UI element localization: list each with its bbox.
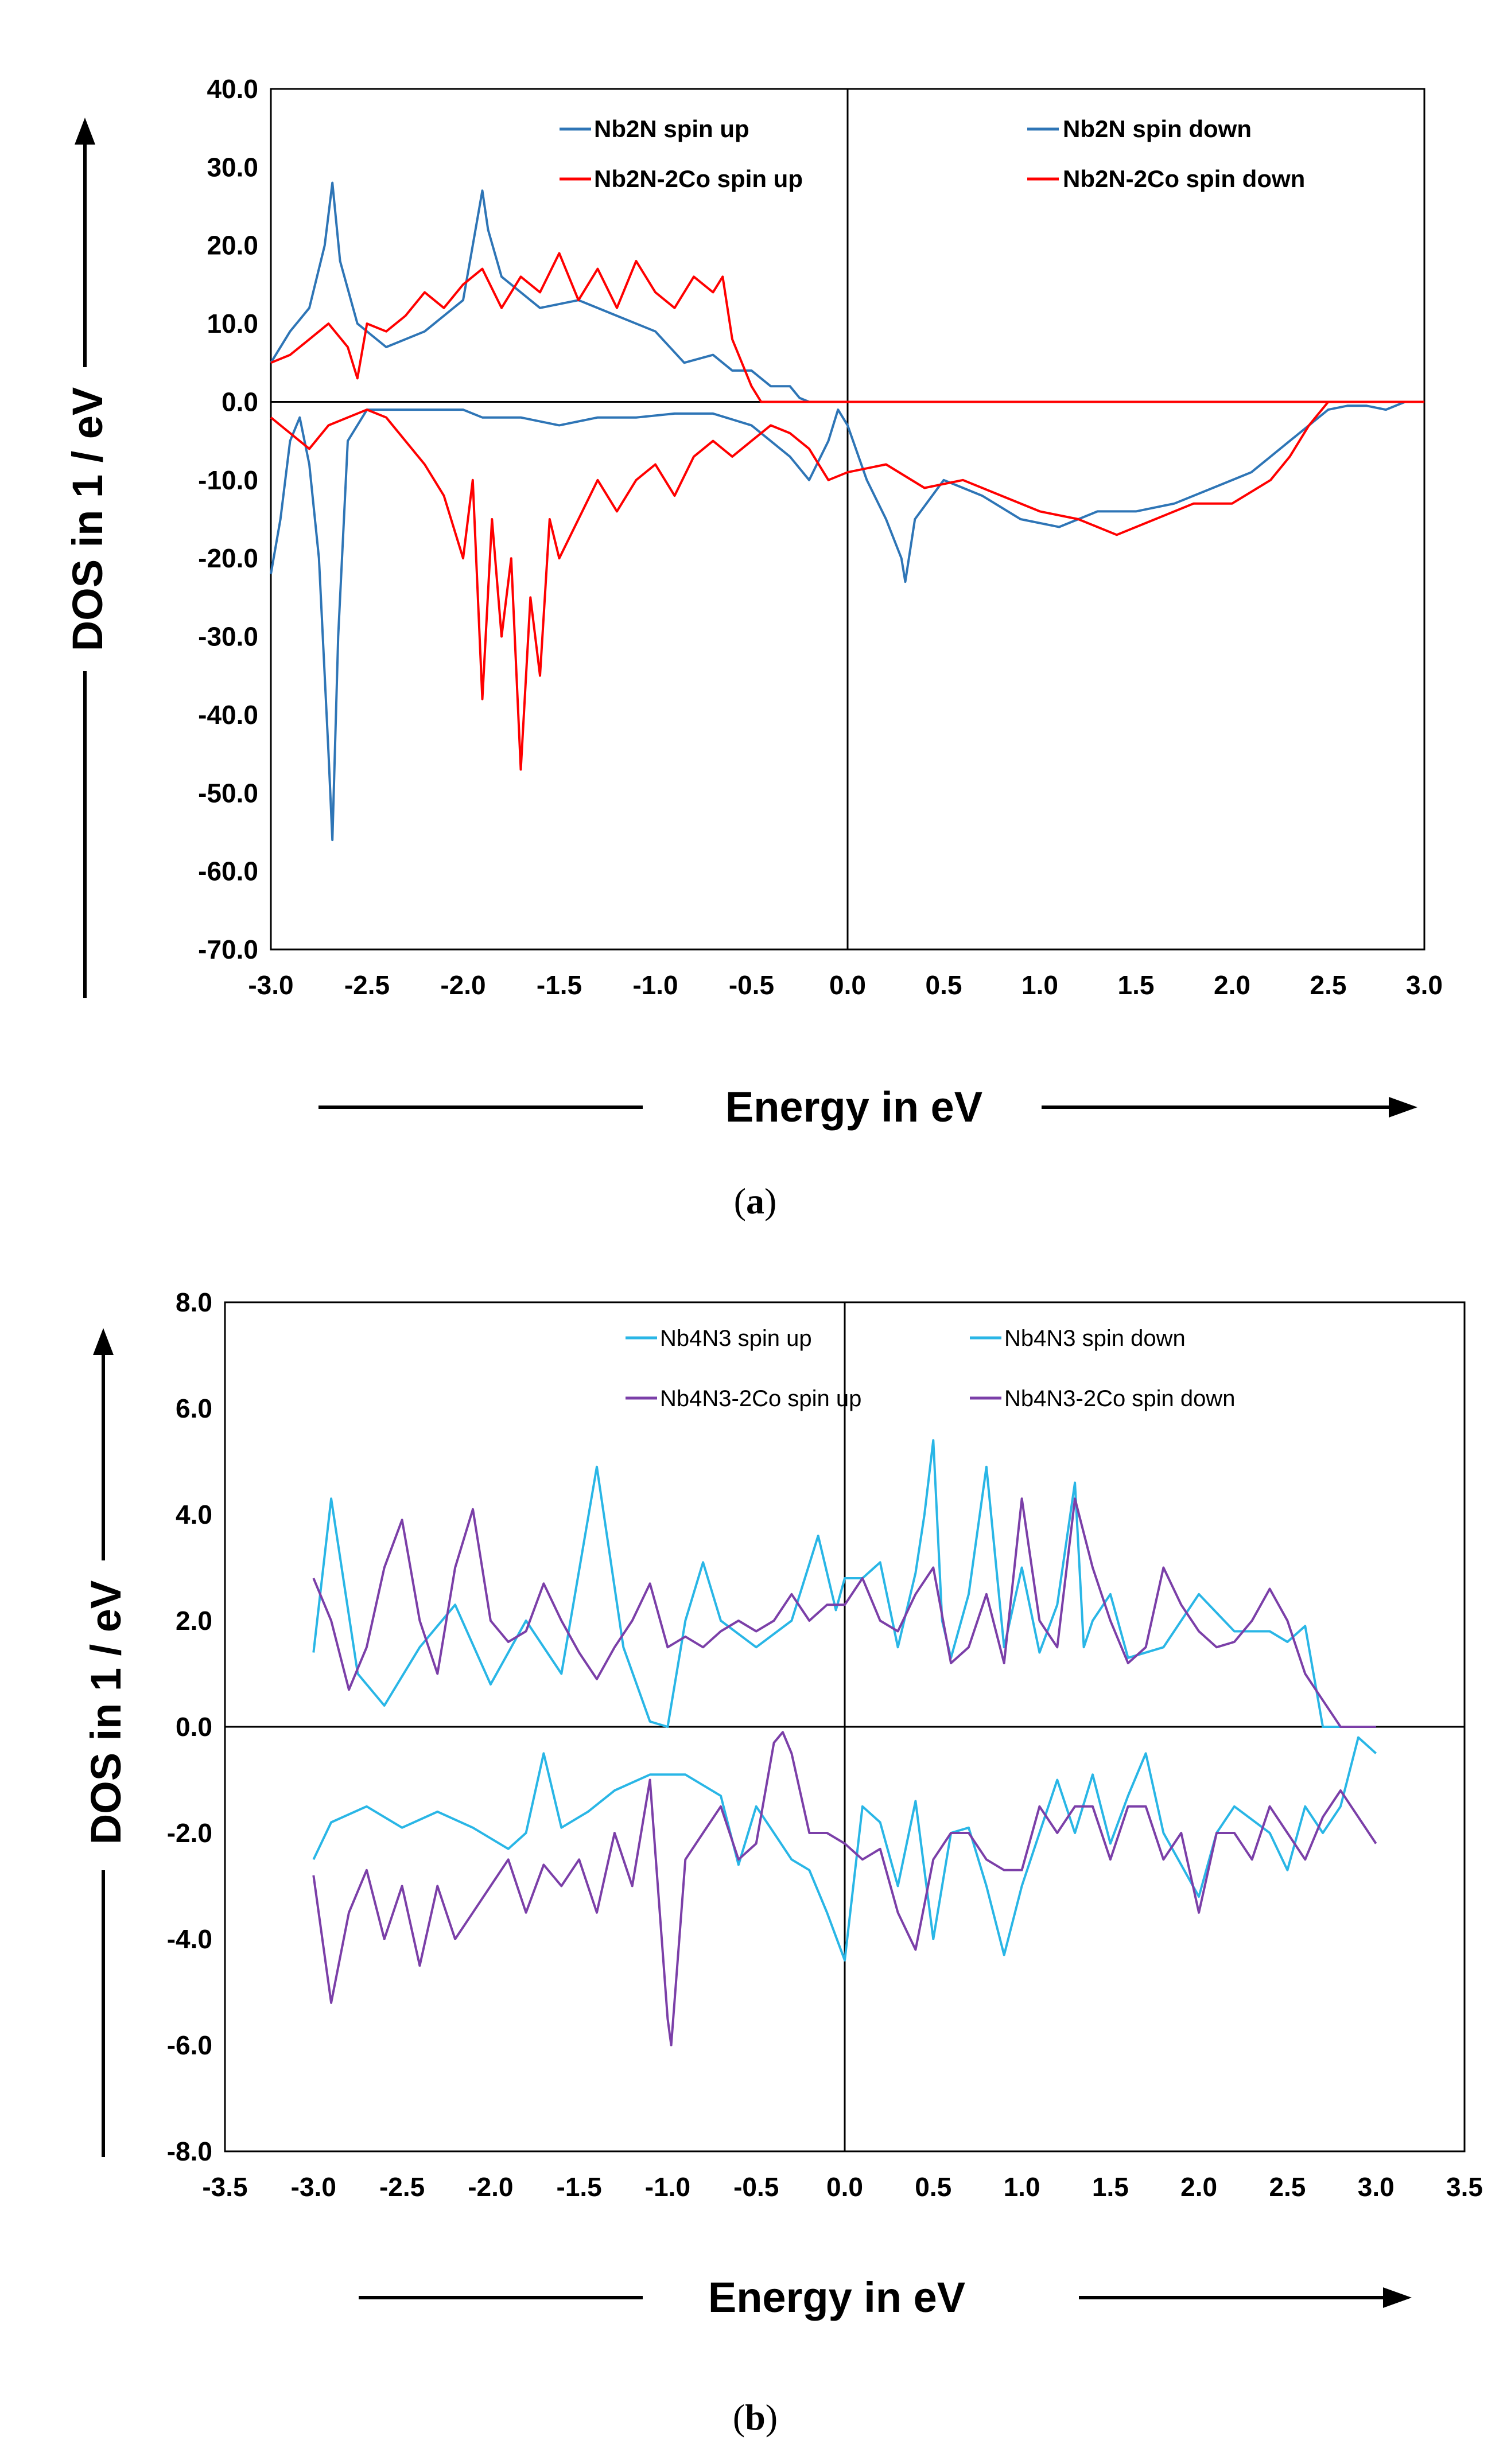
- x-tick-label-b12: 2.5: [1269, 2172, 1306, 2202]
- legend-label-b2: Nb4N3-2Co spin up: [660, 1386, 861, 1411]
- xlabel-arrowhead-b: [1383, 2287, 1412, 2308]
- caption-a: (a): [734, 1181, 777, 1221]
- legend-label-b1: Nb4N3 spin down: [1004, 1326, 1186, 1351]
- ylabel-arrowhead-b: [93, 1328, 114, 1355]
- y-tick-label-b5: -2.0: [167, 1818, 212, 1848]
- panel-b: 8.0 6.0 4.0 2.0 0.0 -2.0 -4.0 -6.0 -8.0 -3.5 -3.0…: [82, 1287, 1483, 2438]
- series-line-a3: [270, 400, 1424, 771]
- x-tick-label-a0: -3.0: [248, 970, 293, 1000]
- caption-a-letter: a: [746, 1181, 764, 1221]
- y-tick-label-a3: 10.0: [207, 309, 258, 338]
- y-tick-label-a2: 20.0: [207, 231, 258, 260]
- x-tick-label-b11: 2.0: [1180, 2172, 1217, 2202]
- x-tick-label-a12: 3.0: [1406, 970, 1443, 1000]
- caption-b: (b): [733, 2397, 778, 2438]
- x-tick-label-b10: 1.5: [1092, 2172, 1129, 2202]
- series-line-b2: [312, 1497, 1376, 1728]
- y-tick-label-b3: 2.0: [176, 1606, 212, 1636]
- x-tick-label-b14: 3.5: [1446, 2172, 1483, 2202]
- series-line-b0: [312, 1439, 1376, 1728]
- ylabel-arrowhead-a: [75, 118, 95, 145]
- y-tick-label-a9: -50.0: [198, 778, 258, 808]
- y-tick-label-a5: -10.0: [198, 465, 258, 495]
- x-tick-label-b9: 1.0: [1004, 2172, 1040, 2202]
- legend-b: Nb4N3 spin up Nb4N3 spin down Nb4N3-2Co …: [626, 1326, 1235, 1411]
- y-tick-label-a0: 40.0: [207, 74, 258, 104]
- legend-label-a2: Nb2N-2Co spin up: [594, 165, 803, 192]
- x-tick-label-b0: -3.5: [202, 2172, 247, 2202]
- series-line-b3: [312, 1731, 1377, 2046]
- series-line-a0: [270, 181, 1424, 403]
- series-line-a2: [270, 252, 1424, 403]
- xlabel-arrowhead-a: [1389, 1097, 1417, 1118]
- zero-axes-b: [225, 1302, 1465, 2151]
- y-tick-label-b1: 6.0: [176, 1393, 212, 1423]
- legend-label-b0: Nb4N3 spin up: [660, 1326, 812, 1351]
- y-tick-label-b0: 8.0: [176, 1287, 212, 1317]
- y-tick-label-a6: -20.0: [198, 543, 258, 573]
- caption-b-letter: b: [745, 2397, 766, 2438]
- x-tick-label-b4: -1.5: [557, 2172, 602, 2202]
- x-tick-label-b13: 3.0: [1358, 2172, 1395, 2202]
- x-tick-label-a9: 1.5: [1118, 970, 1155, 1000]
- x-ticks-a: -3.0 -2.5 -2.0 -1.5 -1.0 -0.5 0.0 0.5 1.0 1.5 2.0 2…: [248, 970, 1443, 1000]
- x-tick-label-a11: 2.5: [1310, 970, 1347, 1000]
- x-tick-label-a10: 2.0: [1214, 970, 1250, 1000]
- panel-a: 40.0 30.0 20.0 10.0 0.0 -10.0 -20.0 -30.0 -40.0 -…: [64, 74, 1443, 1221]
- y-tick-label-a10: -60.0: [198, 857, 258, 886]
- x-tick-label-b5: -1.0: [645, 2172, 690, 2202]
- x-tick-label-a3: -1.5: [537, 970, 582, 1000]
- legend-a: Nb2N spin up Nb2N spin down Nb2N-2Co spi…: [560, 115, 1305, 192]
- y-tick-label-a8: -40.0: [198, 700, 258, 730]
- ylabel-b: DOS in 1 / eV: [82, 1581, 130, 1845]
- x-tick-label-a1: -2.5: [344, 970, 390, 1000]
- x-tick-label-b1: -3.0: [291, 2172, 336, 2202]
- series-group-b: [312, 1439, 1377, 2046]
- legend-label-a0: Nb2N spin up: [594, 115, 749, 142]
- x-tick-label-b3: -2.0: [468, 2172, 513, 2202]
- y-tick-label-b2: 4.0: [176, 1500, 212, 1529]
- y-tick-label-a1: 30.0: [207, 152, 258, 182]
- y-tick-label-a11: -70.0: [198, 935, 258, 964]
- y-tick-label-a4: 0.0: [222, 387, 258, 416]
- x-tick-label-a5: -0.5: [729, 970, 774, 1000]
- y-tick-label-b7: -6.0: [167, 2030, 212, 2060]
- x-tick-label-a4: -1.0: [632, 970, 678, 1000]
- legend-label-b3: Nb4N3-2Co spin down: [1004, 1386, 1235, 1411]
- ylabel-a: DOS in 1 / eV: [64, 387, 111, 652]
- x-tick-label-b8: 0.5: [915, 2172, 951, 2202]
- x-tick-label-b7: 0.0: [826, 2172, 863, 2202]
- y-tick-label-b8: -8.0: [167, 2136, 212, 2166]
- x-tick-label-a7: 0.5: [926, 970, 962, 1000]
- series-line-a1: [270, 400, 1406, 842]
- series-group-a: [270, 181, 1424, 842]
- xlabel-b: Energy in eV: [708, 2274, 965, 2321]
- x-ticks-b: -3.5 -3.0 -2.5 -2.0 -1.5 -1.0 -0.5 0.0 0.5 1.0 1.5…: [202, 2172, 1483, 2202]
- legend-label-a1: Nb2N spin down: [1063, 115, 1252, 142]
- y-ticks-a: 40.0 30.0 20.0 10.0 0.0 -10.0 -20.0 -30.0 -40.0 -…: [198, 74, 258, 964]
- x-tick-label-b6: -0.5: [733, 2172, 779, 2202]
- y-tick-label-b6: -4.0: [167, 1924, 212, 1954]
- y-tick-label-b4: 0.0: [176, 1712, 212, 1742]
- y-ticks-b: 8.0 6.0 4.0 2.0 0.0 -2.0 -4.0 -6.0 -8.0: [167, 1287, 212, 2166]
- x-tick-label-a6: 0.0: [829, 970, 866, 1000]
- y-tick-label-a7: -30.0: [198, 622, 258, 652]
- x-tick-label-a2: -2.0: [440, 970, 485, 1000]
- xlabel-a: Energy in eV: [725, 1083, 982, 1131]
- x-tick-label-a8: 1.0: [1021, 970, 1058, 1000]
- legend-label-a3: Nb2N-2Co spin down: [1063, 165, 1305, 192]
- x-tick-label-b2: -2.5: [379, 2172, 425, 2202]
